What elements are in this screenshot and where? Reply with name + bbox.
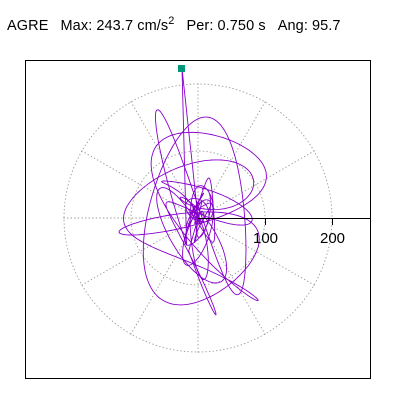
max-value: 243.7 cm/s	[96, 18, 169, 34]
peak-marker	[178, 65, 185, 72]
period-value: 0.750 s	[217, 18, 266, 34]
radial-tick-label: 200	[320, 230, 345, 247]
chart-header: AGRE Max: 243.7 cm/s2 Per: 0.750 s Ang: 95.7	[7, 15, 341, 38]
plot-frame	[25, 60, 371, 379]
max-label: Max:	[60, 18, 93, 34]
angle-label: Ang:	[277, 18, 308, 34]
radial-tick-label: 100	[253, 230, 278, 247]
grid-spoke	[197, 99, 267, 219]
grid-spoke	[197, 217, 317, 287]
grid-spoke	[129, 217, 199, 337]
max-unit-exponent: 2	[168, 15, 175, 27]
period-label: Per:	[186, 18, 214, 34]
station-code: AGRE	[7, 18, 49, 34]
grid-spoke	[79, 149, 199, 219]
angle-value: 95.7	[311, 18, 341, 34]
motion-trace-group	[118, 67, 267, 316]
grid-spoke	[197, 149, 317, 219]
radial-axis: 100 200	[198, 218, 370, 247]
motion-trace	[118, 67, 267, 316]
